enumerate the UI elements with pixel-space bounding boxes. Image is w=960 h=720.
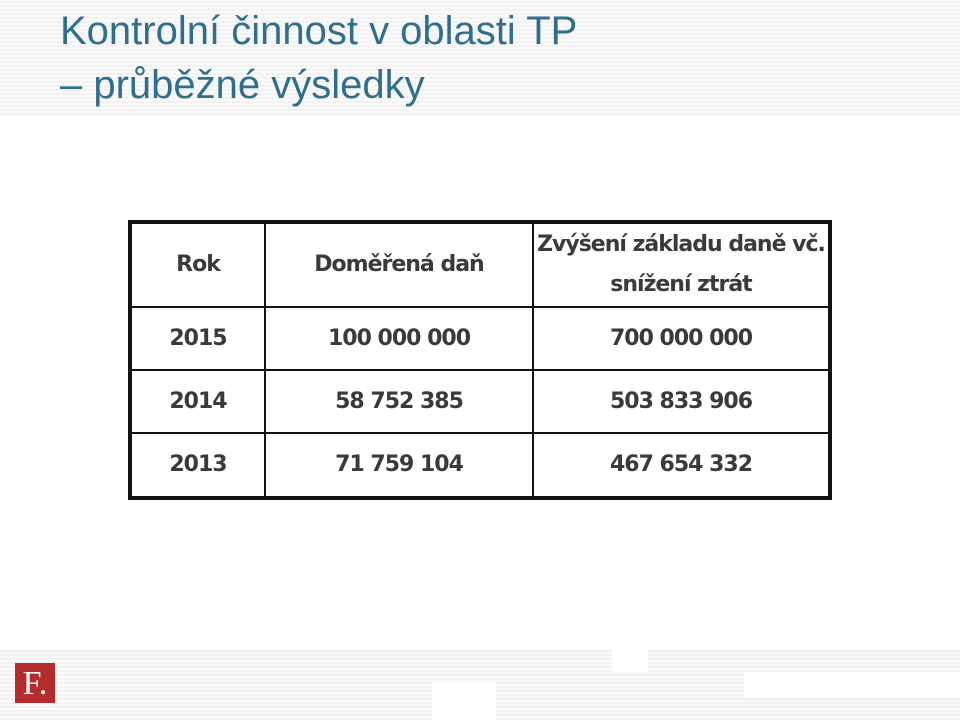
footer-block bbox=[432, 682, 496, 720]
footer-block bbox=[744, 672, 960, 698]
header-row: Rok Doměřená daň Zvýšení základu daně vč. … bbox=[129, 221, 831, 308]
title: – průběžné výsledky bbox=[60, 63, 425, 107]
table-cell: 503 833 906 bbox=[532, 368, 831, 434]
table-cell: 58 752 385 bbox=[264, 368, 534, 434]
table-cell: 2013 bbox=[129, 431, 266, 500]
table-cell: 100 000 000 bbox=[264, 306, 534, 371]
table-row: 2015 100 000 000 700 000 000 bbox=[129, 306, 831, 371]
table-cell: 467 654 332 bbox=[532, 431, 831, 500]
column-header: Rok bbox=[129, 221, 266, 308]
column-header: Zvýšení základu daně vč. snížení ztrát bbox=[532, 221, 831, 308]
title: Kontrolní činnost v oblasti TP bbox=[60, 9, 578, 53]
table-cell: 2014 bbox=[129, 368, 266, 434]
table-row: 2014 58 752 385 503 833 906 bbox=[129, 368, 831, 434]
table-cell: 2015 bbox=[129, 306, 266, 371]
data-table: Rok Doměřená daň Zvýšení základu daně vč. … bbox=[128, 220, 832, 500]
table-cell: 700 000 000 bbox=[532, 306, 831, 371]
table-cell: 71 759 104 bbox=[264, 431, 534, 500]
column-header: Doměřená daň bbox=[264, 221, 534, 308]
table-row: 2013 71 759 104 467 654 332 bbox=[129, 431, 831, 500]
header-band bbox=[0, 0, 960, 115]
footer-block bbox=[612, 650, 648, 672]
logo: F. bbox=[15, 663, 55, 703]
